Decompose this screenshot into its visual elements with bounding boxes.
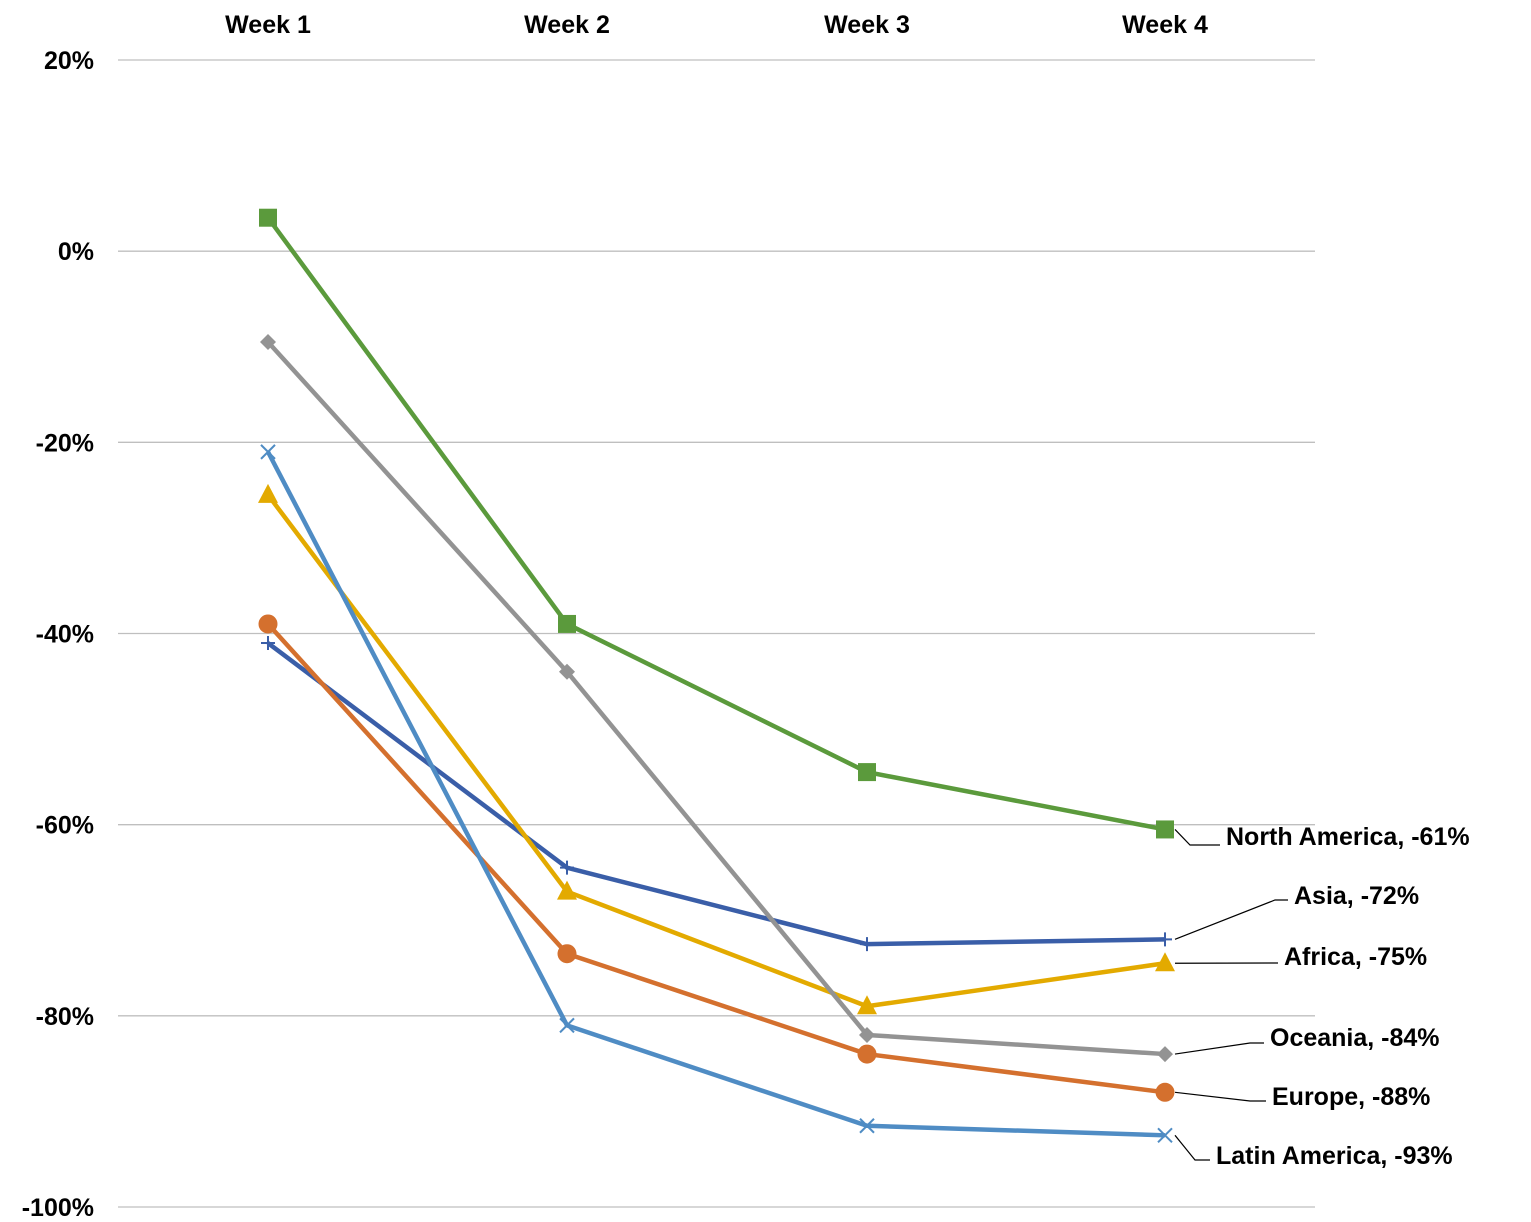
leader-line-europe: [1174, 1091, 1266, 1102]
x-tick-label: Week 3: [824, 11, 910, 39]
x-tick-label: Week 2: [524, 11, 610, 39]
data-point-north-america: [259, 208, 277, 227]
data-point-europe: [258, 614, 278, 634]
data-point-europe: [857, 1044, 877, 1064]
end-label-north-america: North America, -61%: [1226, 823, 1470, 851]
series-line-latin-america: [266, 450, 1166, 1138]
end-labels: North America, -61% Asia, -72% Africa, -75…: [1174, 823, 1470, 1170]
series-line-north-america: [266, 216, 1166, 832]
data-point-oceania: [260, 333, 276, 350]
series-markers: [258, 208, 1175, 1144]
y-tick-label: -60%: [36, 812, 94, 840]
end-label-oceania: Oceania, -84%: [1270, 1024, 1440, 1052]
data-point-oceania: [559, 663, 575, 680]
y-tick-label: -40%: [36, 621, 94, 649]
y-tick-label: -100%: [22, 1194, 94, 1222]
data-point-asia: [261, 636, 275, 651]
x-tick-label: Week 1: [225, 11, 311, 39]
series-line-africa: [266, 493, 1166, 1009]
data-point-africa: [258, 483, 278, 503]
data-point-latin-america: [559, 1017, 575, 1034]
data-point-europe: [1155, 1082, 1175, 1102]
leader-line-oceania: [1174, 1042, 1264, 1055]
end-label-europe: Europe, -88%: [1272, 1083, 1430, 1111]
data-point-africa: [857, 995, 877, 1015]
series-lines: [266, 216, 1166, 1138]
data-point-latin-america: [1157, 1127, 1173, 1144]
data-point-north-america: [858, 763, 876, 782]
data-point-oceania: [1157, 1046, 1173, 1063]
end-label-asia: Asia, -72%: [1294, 882, 1419, 910]
y-tick-label: 0%: [58, 238, 94, 266]
y-tick-label: 20%: [44, 47, 94, 75]
end-label-africa: Africa, -75%: [1284, 943, 1427, 971]
data-point-north-america: [558, 614, 576, 633]
series-line-oceania: [266, 340, 1166, 1057]
data-point-africa: [1155, 952, 1175, 972]
y-tick-label: -80%: [36, 1003, 94, 1031]
gridlines: [118, 59, 1315, 1208]
end-label-latin-america: Latin America, -93%: [1216, 1142, 1453, 1170]
x-axis-tick-labels: Week 1 Week 2 Week 3 Week 4: [225, 11, 1208, 39]
data-point-asia: [1158, 932, 1172, 947]
y-axis-tick-labels: 20% 0% -20% -40% -60% -80% -100%: [22, 47, 94, 1222]
data-point-latin-america: [260, 444, 276, 460]
x-tick-label: Week 4: [1122, 11, 1208, 39]
data-point-africa: [557, 880, 577, 900]
series-line-asia: [266, 641, 1166, 947]
data-point-asia: [860, 937, 874, 952]
data-point-europe: [557, 944, 577, 964]
data-point-north-america: [1156, 820, 1174, 839]
leader-line-north-america: [1174, 829, 1220, 846]
data-point-latin-america: [859, 1118, 875, 1134]
leader-line-asia: [1174, 899, 1288, 940]
series-line-europe: [266, 622, 1166, 1095]
data-point-oceania: [859, 1026, 875, 1043]
data-point-asia: [560, 860, 574, 875]
leader-line-latin-america: [1174, 1134, 1210, 1161]
y-tick-label: -20%: [36, 429, 94, 457]
